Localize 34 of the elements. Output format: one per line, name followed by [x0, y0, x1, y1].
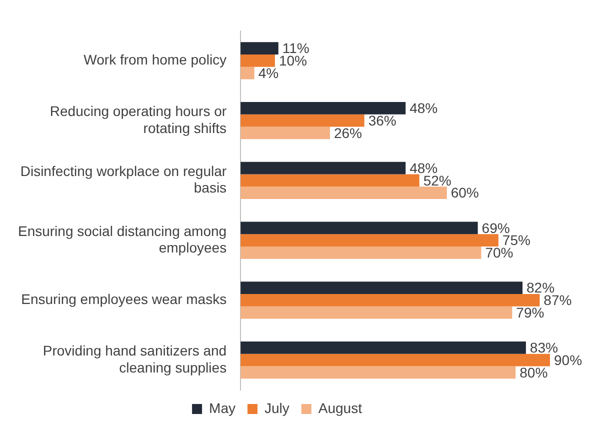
bar — [240, 222, 478, 234]
data-label: 79% — [516, 304, 544, 320]
y-tick-label: Ensuring social distancing among employees — [18, 222, 227, 256]
bar — [240, 42, 278, 55]
bar — [240, 246, 482, 259]
data-label: 4% — [258, 64, 279, 81]
data-label: 60% — [450, 184, 479, 201]
legend-label: May — [209, 400, 236, 416]
bar — [240, 342, 526, 354]
bar — [240, 54, 275, 67]
y-tick-label: Providing hand sanitizers and cleaning supplies — [42, 342, 227, 376]
bar — [240, 66, 254, 80]
y-tick-label: Reducing operating hours or rotating shifts — [50, 103, 227, 136]
y-tick-label: Disinfecting workplace on regular basis — [20, 162, 227, 196]
legend-label: July — [264, 400, 290, 416]
data-label: 48% — [410, 100, 438, 116]
y-tick-label: Ensuring employees wear masks — [21, 291, 227, 308]
bar — [240, 162, 406, 174]
bar — [240, 294, 540, 306]
data-label: 26% — [334, 124, 362, 141]
y-tick-label: Work from home policy — [84, 52, 227, 68]
bar — [240, 174, 420, 187]
data-label: 80% — [520, 364, 548, 380]
bar — [240, 102, 406, 114]
bar — [240, 354, 550, 366]
bar — [240, 366, 516, 379]
bar — [240, 186, 447, 200]
bar — [240, 126, 330, 140]
bar — [240, 114, 364, 127]
data-label: 36% — [368, 112, 396, 128]
legend-label: August — [318, 400, 362, 416]
bar — [240, 234, 498, 247]
bar — [240, 282, 522, 294]
bar — [240, 306, 512, 319]
